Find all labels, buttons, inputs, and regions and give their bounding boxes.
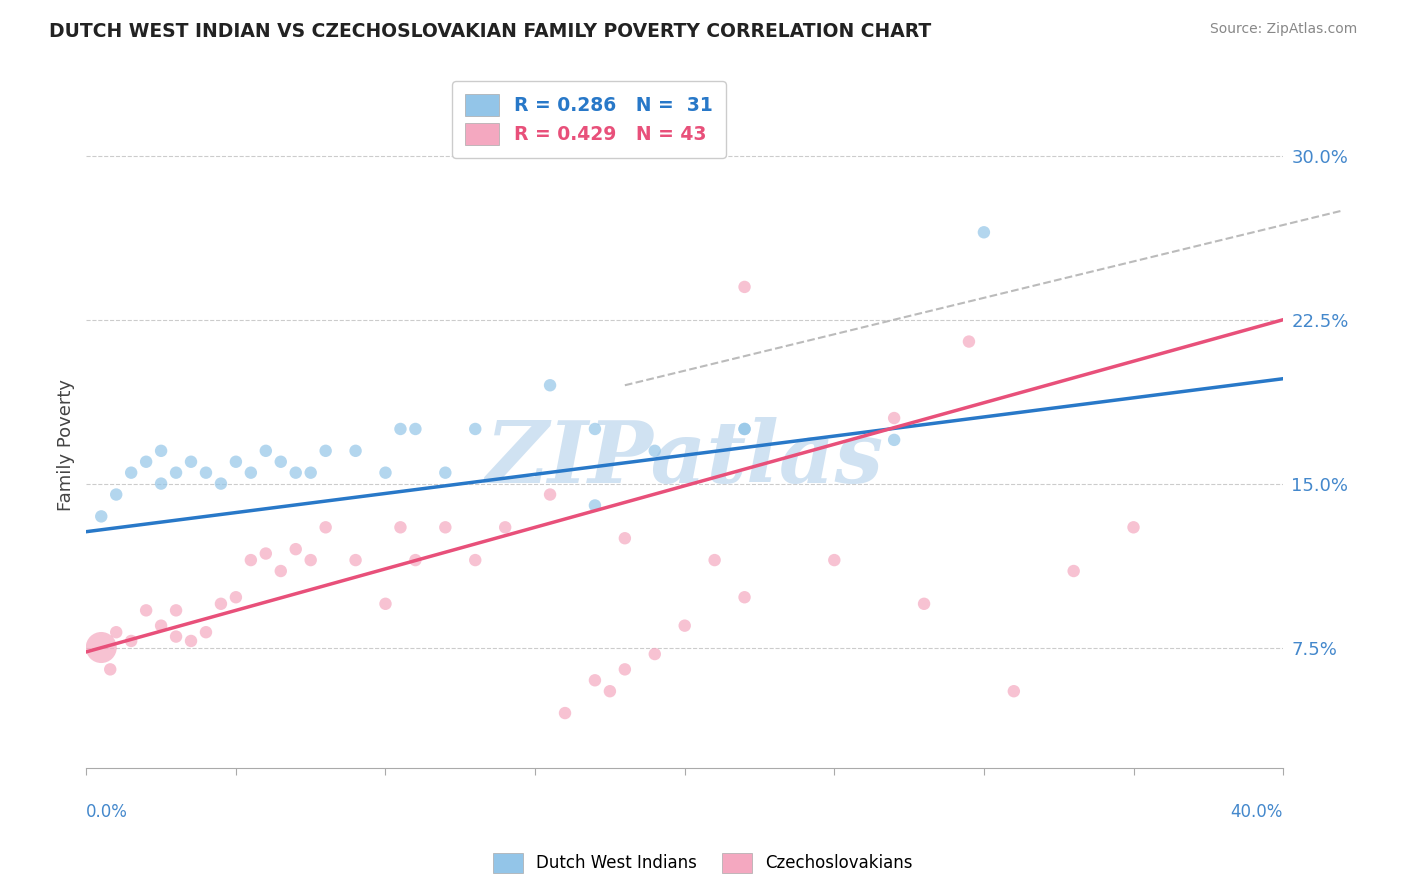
Point (673, 618, 696, 632)
Point (389, 520, 412, 534)
Point (254, 547, 277, 561)
Point (734, 591, 756, 605)
Point (165, 603, 187, 617)
Point (270, 455, 292, 469)
Point (1063, 564, 1085, 578)
Point (209, 597, 232, 611)
Point (613, 662, 636, 676)
Point (315, 520, 337, 534)
Point (135, 603, 157, 617)
Point (389, 422, 412, 436)
Point (912, 597, 935, 611)
Point (734, 422, 756, 436)
Point (270, 564, 292, 578)
Point (494, 520, 516, 534)
Point (404, 422, 426, 436)
Point (434, 466, 457, 480)
Point (135, 455, 157, 469)
Point (883, 433, 905, 447)
Point (644, 443, 666, 458)
Point (613, 531, 636, 545)
Point (464, 553, 486, 567)
Point (209, 476, 232, 491)
Point (973, 225, 995, 239)
Point (599, 684, 621, 698)
Point (703, 553, 725, 567)
Point (374, 597, 396, 611)
Point (315, 443, 337, 458)
Point (180, 455, 202, 469)
Point (823, 553, 845, 567)
Point (239, 553, 262, 567)
Point (374, 466, 396, 480)
Y-axis label: Family Poverty: Family Poverty (58, 379, 75, 511)
Point (165, 466, 187, 480)
Point (225, 455, 247, 469)
Text: ZIPatlas: ZIPatlas (485, 417, 884, 500)
Point (583, 673, 606, 688)
Point (194, 625, 217, 640)
Point (734, 280, 756, 294)
Point (254, 443, 277, 458)
Text: 40.0%: 40.0% (1230, 803, 1284, 822)
Point (538, 378, 561, 392)
Point (299, 553, 322, 567)
Point (150, 618, 173, 632)
Point (150, 476, 173, 491)
Point (883, 411, 905, 425)
Point (957, 334, 980, 349)
Point (105, 625, 128, 640)
Point (284, 466, 307, 480)
Text: DUTCH WEST INDIAN VS CZECHOSLOVAKIAN FAMILY POVERTY CORRELATION CHART: DUTCH WEST INDIAN VS CZECHOSLOVAKIAN FAM… (49, 22, 931, 41)
Point (98, 662, 121, 676)
Point (239, 466, 262, 480)
Point (1002, 684, 1025, 698)
Point (404, 553, 426, 567)
Point (165, 630, 187, 644)
Point (299, 466, 322, 480)
Point (120, 466, 142, 480)
Point (90, 640, 112, 655)
Legend: R = 0.286   N =  31, R = 0.429   N = 43: R = 0.286 N = 31, R = 0.429 N = 43 (453, 81, 725, 158)
Point (194, 466, 217, 480)
Point (734, 422, 756, 436)
Point (120, 634, 142, 648)
Point (225, 591, 247, 605)
Point (644, 647, 666, 661)
Point (90, 509, 112, 524)
Point (180, 634, 202, 648)
Point (284, 542, 307, 557)
Point (105, 487, 128, 501)
Point (554, 706, 576, 720)
Point (434, 520, 457, 534)
Point (538, 487, 561, 501)
Point (344, 443, 367, 458)
Point (150, 443, 173, 458)
Point (464, 422, 486, 436)
Point (1122, 520, 1144, 534)
Legend: Dutch West Indians, Czechoslovakians: Dutch West Indians, Czechoslovakians (486, 847, 920, 880)
Point (583, 422, 606, 436)
Text: 0.0%: 0.0% (86, 803, 128, 822)
Text: Source: ZipAtlas.com: Source: ZipAtlas.com (1209, 22, 1357, 37)
Point (583, 499, 606, 513)
Point (344, 553, 367, 567)
